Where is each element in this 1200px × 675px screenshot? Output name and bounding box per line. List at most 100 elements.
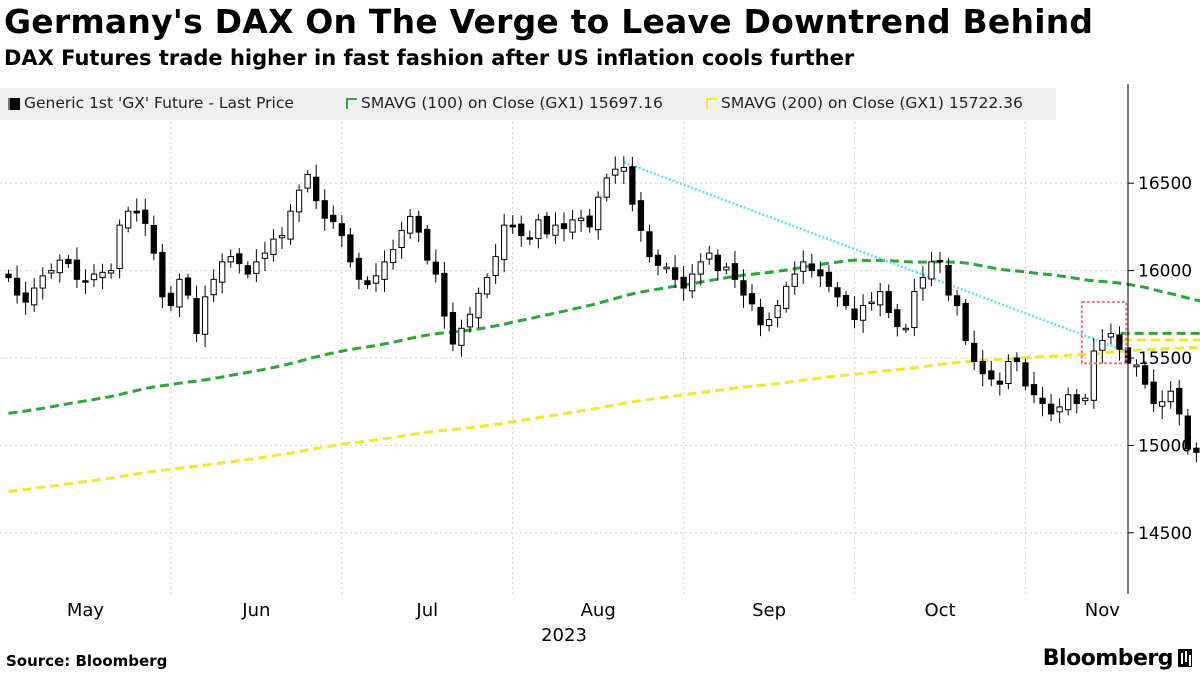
candle-down [432,261,439,275]
candle-down [1116,334,1123,350]
candle-down [945,264,952,296]
candle-up [791,273,798,287]
candle-up [1056,406,1063,413]
candle-up [595,196,602,231]
candle-up [501,224,508,260]
line-swatch-icon [346,98,357,109]
y-axis: 14500 15000 15500 16000 16500 [1127,84,1192,594]
candle-down [971,342,978,362]
candle-down [671,267,679,280]
candle-down [133,210,140,214]
downtrend-line [623,161,1129,354]
candle-down [637,200,645,231]
candle-up [466,313,474,328]
candle-up [774,305,781,318]
candle-up [31,287,38,306]
candle-down [834,287,841,298]
candle-down [236,253,243,265]
candle-up [219,261,226,283]
candle-up [176,278,183,308]
candle-down [936,259,944,263]
candle-up [765,319,773,326]
candle-up [1082,397,1089,402]
candle-down [560,223,568,230]
candle-down [654,254,662,266]
candle-down [184,277,192,296]
candle-up [407,215,414,234]
candle-down [1150,381,1157,404]
legend: Generic 1st 'GX' Future - Last Price SMA… [0,88,1056,120]
candle-down [825,271,833,287]
candle-down [953,295,961,307]
legend-item-sma200: SMAVG (200) on Close (GX1) 15722.36 [706,94,1023,112]
candle-down [1030,384,1038,396]
candle-up [39,275,46,289]
candle-down [646,231,653,258]
candle-down [714,254,721,272]
candle-down [355,257,363,280]
candle-down [731,263,739,280]
chart-subtitle: DAX Futures trade higher in fast fashion… [4,46,855,70]
candle-up [483,277,491,295]
highlight-box [1080,301,1128,365]
candle-up [1090,350,1097,401]
candle-down [1176,387,1183,415]
candle-down [22,292,29,303]
candle-down [364,280,371,286]
candle-down [159,251,166,298]
legend-label-sma100: SMAVG (100) on Close (GX1) 15697.16 [361,94,663,112]
candle-up [612,168,619,176]
brand-text: Bloomberg [1042,646,1174,671]
y-tick-label: 14500 [1138,524,1192,544]
candle-down [543,215,551,235]
candle-up [227,256,234,263]
candle-down [415,215,422,233]
candle-down [680,276,687,289]
legend-label-sma200: SMAVG (200) on Close (GX1) 15722.36 [721,94,1023,112]
candle-up [902,327,909,331]
candle-up [697,261,704,275]
candle-down [1073,394,1080,404]
legend-item-price: Generic 1st 'GX' Future - Last Price [8,94,294,112]
candle-down [150,224,157,254]
candle-down [1022,362,1029,387]
candle-down [1184,415,1191,450]
y-tick-label: 16000 [1138,262,1192,282]
candle-up [1133,364,1140,368]
x-tick-label: Sep [752,600,786,621]
terminal-icon [1178,649,1192,667]
candle-down [518,223,525,237]
candle-up [90,273,98,281]
candle-up [1107,333,1115,338]
candle-up [569,219,576,233]
candle-up [1005,360,1012,385]
bloomberg-logo: Bloomberg [1043,646,1192,671]
candle-up [1065,394,1072,411]
source-note: Source: Bloomberg [6,652,168,670]
candle-up [859,305,867,321]
candle-down [629,166,636,205]
candle-up [1099,340,1106,351]
candle-up [783,285,790,309]
candle-down [979,360,986,375]
candle-up [552,224,559,236]
candle-up [295,189,303,213]
candle-up [475,292,482,319]
x-tick-label: Aug [581,600,616,621]
candle-down [842,294,850,307]
y-tick-label: 15000 [1138,436,1192,456]
candle-up [107,270,115,274]
candle-up [868,301,875,305]
candle-down [962,302,969,342]
candle-down [347,234,354,263]
candle-up [492,256,499,276]
candle-up [116,224,123,269]
candle-up [706,252,713,260]
candle-up [877,291,884,306]
candle-down [13,277,21,296]
candle-down [740,280,747,296]
candle-down [526,237,533,240]
candle-up [270,238,277,256]
candle-up [48,270,55,274]
candle-down [330,214,337,223]
